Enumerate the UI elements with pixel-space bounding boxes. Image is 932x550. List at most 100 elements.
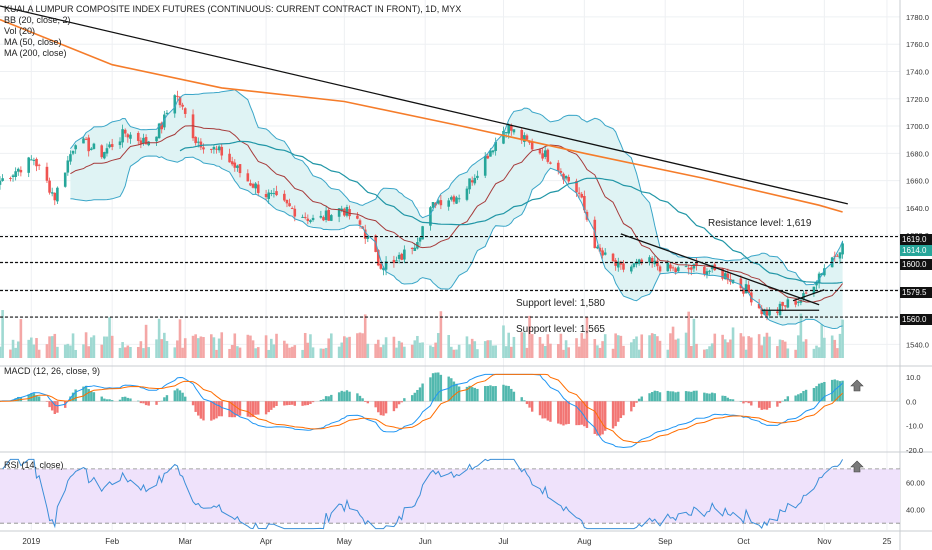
- macd-histogram-bar: [815, 386, 818, 402]
- volume-bar: [384, 337, 388, 358]
- volume-bar: [1, 310, 4, 358]
- volume-bar: [90, 337, 93, 358]
- candle-body: [823, 268, 826, 276]
- volume-bar: [293, 345, 297, 358]
- volume-bar: [760, 345, 764, 358]
- volume-bar: [48, 336, 51, 358]
- price-tag-support-1565: 1560.0: [900, 314, 932, 325]
- macd-histogram-bar: [160, 400, 163, 402]
- macd-histogram-bar: [596, 401, 599, 436]
- volume-bar: [603, 334, 607, 358]
- volume-bar: [575, 338, 578, 358]
- candle-body: [92, 143, 96, 149]
- volume-bar: [726, 342, 730, 358]
- volume-bar: [30, 337, 33, 358]
- candle-body: [181, 104, 184, 107]
- volume-bar: [121, 342, 124, 358]
- volume-bar: [804, 339, 808, 358]
- signal-arrows: [850, 379, 864, 473]
- candle-body: [366, 236, 370, 239]
- macd-histogram-bar: [486, 385, 490, 402]
- volume-bar: [820, 324, 824, 358]
- candle-body: [530, 141, 534, 150]
- macd-histogram-bar: [820, 382, 823, 402]
- macd-histogram-bar: [413, 392, 416, 402]
- candle-body: [491, 150, 495, 153]
- volume-bar: [285, 343, 289, 358]
- candle-body: [348, 209, 351, 217]
- volume-bar: [674, 339, 677, 358]
- volume-bar: [562, 349, 565, 358]
- volume-bar: [739, 333, 743, 358]
- macd-histogram-bar: [309, 401, 312, 404]
- volume-bar: [272, 344, 276, 358]
- macd-histogram-bar: [288, 401, 291, 406]
- volume-bar: [671, 326, 675, 358]
- macd-histogram-bar: [304, 401, 307, 406]
- legend-volume[interactable]: Vol (20): [4, 26, 36, 36]
- candle-body: [157, 123, 161, 139]
- volume-bar: [830, 335, 834, 358]
- macd-histogram-bar: [431, 373, 435, 402]
- macd-histogram-bar: [257, 401, 260, 415]
- macd-histogram-bar: [275, 401, 278, 406]
- legend-macd[interactable]: MACD (12, 26, close, 9): [4, 366, 101, 376]
- candle-body: [786, 299, 790, 308]
- legend-ma50[interactable]: MA (50, close): [4, 37, 62, 47]
- volume-bar: [596, 345, 599, 358]
- macd-histogram-bar: [184, 396, 187, 402]
- candle-body: [593, 219, 597, 249]
- macd-histogram-bar: [523, 400, 526, 402]
- volume-bar: [199, 336, 203, 358]
- candle-body: [9, 177, 12, 179]
- volume-bar: [356, 333, 359, 358]
- candle-body: [450, 197, 453, 200]
- macd-histogram-bar: [739, 401, 743, 402]
- macd-histogram-bar: [640, 396, 643, 402]
- macd-histogram-bar: [35, 395, 38, 402]
- macd-histogram-bar: [760, 401, 763, 410]
- candle-body: [684, 266, 688, 268]
- legend-bb[interactable]: BB (20, close, 2): [4, 15, 71, 25]
- candle-body: [757, 303, 761, 309]
- macd-histogram-bar: [473, 387, 476, 402]
- volume-bar: [494, 345, 497, 358]
- volume-bar: [361, 333, 364, 358]
- volume-bar: [123, 347, 127, 358]
- macd-tick-label: 0.0: [906, 397, 916, 406]
- candle-body: [778, 303, 782, 316]
- candle-body: [160, 122, 164, 130]
- candle-body: [747, 284, 750, 294]
- macd-histogram-bar: [457, 386, 461, 402]
- legend-rsi[interactable]: RSI (14, close): [4, 460, 64, 470]
- support-label-1565: Support level: 1,565: [516, 324, 605, 335]
- candle-body: [1, 178, 4, 181]
- volume-bar: [598, 347, 602, 358]
- macd-histogram-bar: [210, 401, 213, 421]
- volume-bar: [823, 337, 826, 358]
- ma50-line: [179, 140, 843, 284]
- legend-ma200[interactable]: MA (200, close): [4, 48, 67, 58]
- macd-histogram-bar: [379, 401, 383, 416]
- volume-bar: [92, 335, 96, 358]
- macd-histogram-bar: [690, 391, 693, 402]
- candle-body: [598, 247, 602, 252]
- volume-bar: [358, 332, 362, 358]
- volume-bar: [105, 336, 109, 358]
- candle-body: [705, 271, 709, 276]
- candle-body: [11, 175, 15, 178]
- volume-bar: [742, 336, 745, 358]
- candle-body: [63, 172, 67, 187]
- volume-bar: [392, 336, 396, 358]
- volume-bar: [136, 346, 140, 358]
- macd-histogram-bar: [437, 372, 440, 402]
- volume-bar: [35, 338, 38, 358]
- volume-bar: [311, 347, 315, 358]
- macd-histogram-bar: [726, 397, 730, 402]
- macd-histogram-bar: [176, 388, 179, 402]
- candle-body: [523, 135, 526, 142]
- macd-histogram-bar: [836, 380, 839, 402]
- macd-histogram-bar: [687, 391, 690, 402]
- candle-body: [165, 112, 169, 115]
